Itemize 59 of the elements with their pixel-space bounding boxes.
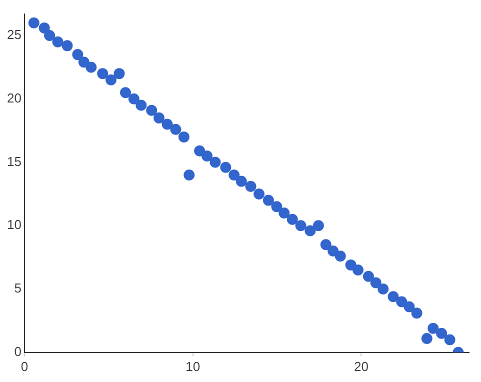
point xyxy=(220,162,232,173)
y-tick-label: 5 xyxy=(14,280,22,296)
point xyxy=(388,291,399,302)
point xyxy=(404,301,415,312)
point xyxy=(194,145,206,156)
y-tick-label: 25 xyxy=(6,27,22,42)
point xyxy=(254,188,265,200)
point xyxy=(312,220,324,232)
point xyxy=(352,264,364,276)
point xyxy=(328,246,339,257)
point xyxy=(97,68,108,80)
point xyxy=(396,296,408,308)
point xyxy=(44,30,56,42)
point xyxy=(444,334,456,346)
point xyxy=(154,112,164,124)
point xyxy=(52,36,64,48)
point xyxy=(78,56,90,68)
point xyxy=(178,131,190,142)
point xyxy=(278,207,290,218)
point xyxy=(411,308,422,319)
point xyxy=(86,62,97,73)
point xyxy=(362,270,374,282)
point xyxy=(162,118,173,130)
point xyxy=(421,332,432,344)
x-tick-label: 10 xyxy=(186,358,200,374)
point xyxy=(236,176,247,187)
point xyxy=(334,250,346,262)
x-tick-label: 20 xyxy=(354,358,368,374)
point xyxy=(228,169,240,180)
point xyxy=(128,93,140,104)
y-tick-label: 20 xyxy=(6,90,22,106)
point xyxy=(28,17,40,28)
point xyxy=(271,201,282,212)
point xyxy=(370,277,382,288)
point xyxy=(262,194,274,206)
point xyxy=(436,328,448,339)
point xyxy=(120,87,131,98)
point xyxy=(428,322,439,334)
point xyxy=(378,284,389,295)
point xyxy=(320,239,332,250)
y-tick-label: 15 xyxy=(6,154,22,169)
point xyxy=(304,225,316,236)
point xyxy=(106,74,117,86)
point xyxy=(201,150,212,162)
point xyxy=(72,49,84,60)
point xyxy=(38,22,50,34)
point xyxy=(210,156,221,168)
point xyxy=(114,68,125,80)
point xyxy=(62,40,73,52)
point xyxy=(136,100,147,111)
point xyxy=(286,214,298,225)
point xyxy=(184,169,195,180)
y-tick-label: 10 xyxy=(6,217,22,232)
point xyxy=(146,104,158,116)
y-tick-label: 0 xyxy=(14,344,22,359)
point xyxy=(295,220,306,232)
point xyxy=(245,180,256,192)
point xyxy=(170,124,182,135)
point xyxy=(345,259,356,270)
